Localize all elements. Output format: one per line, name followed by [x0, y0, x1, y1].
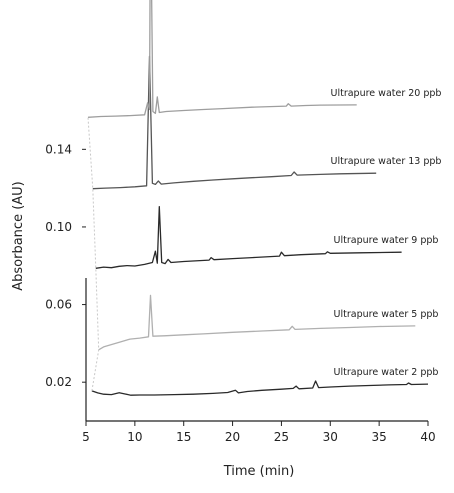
series-label: Ultrapure water 13 ppb: [331, 156, 442, 167]
y-axis-ticks: 0.02 0.06 0.10 0.14: [45, 142, 86, 389]
series-line: [87, 0, 357, 118]
series-line: [98, 294, 416, 351]
offset-guide: [87, 117, 100, 391]
y-tick-label: 0.02: [45, 375, 72, 389]
x-tick-label: 40: [420, 430, 435, 444]
series-labels: Ultrapure water 2 ppb Ultrapure water 5 p…: [331, 88, 442, 378]
x-tick-label: 30: [323, 430, 338, 444]
series-label: Ultrapure water 9 ppb: [334, 235, 439, 246]
x-tick-label: 5: [82, 430, 90, 444]
x-tick-label: 10: [127, 430, 142, 444]
series-line: [92, 55, 377, 190]
series-label: Ultrapure water 20 ppb: [331, 88, 442, 99]
series-line: [95, 205, 402, 269]
series-label: Ultrapure water 5 ppb: [334, 309, 439, 320]
y-tick-label: 0.06: [45, 298, 72, 312]
y-axis-title: Absorbance (AU): [11, 181, 26, 291]
series-traces: [87, 0, 429, 396]
x-tick-label: 20: [225, 430, 240, 444]
x-tick-label: 25: [274, 430, 289, 444]
y-tick-label: 0.14: [45, 142, 72, 156]
y-tick-label: 0.10: [45, 220, 72, 234]
x-tick-label: 35: [372, 430, 387, 444]
series-line: [91, 380, 429, 396]
x-tick-label: 15: [176, 430, 191, 444]
x-axis-ticks: 5 10 15 20 25 30 35 40: [82, 421, 436, 444]
x-axis-title: Time (min): [223, 464, 295, 479]
series-label: Ultrapure water 2 ppb: [334, 367, 439, 378]
